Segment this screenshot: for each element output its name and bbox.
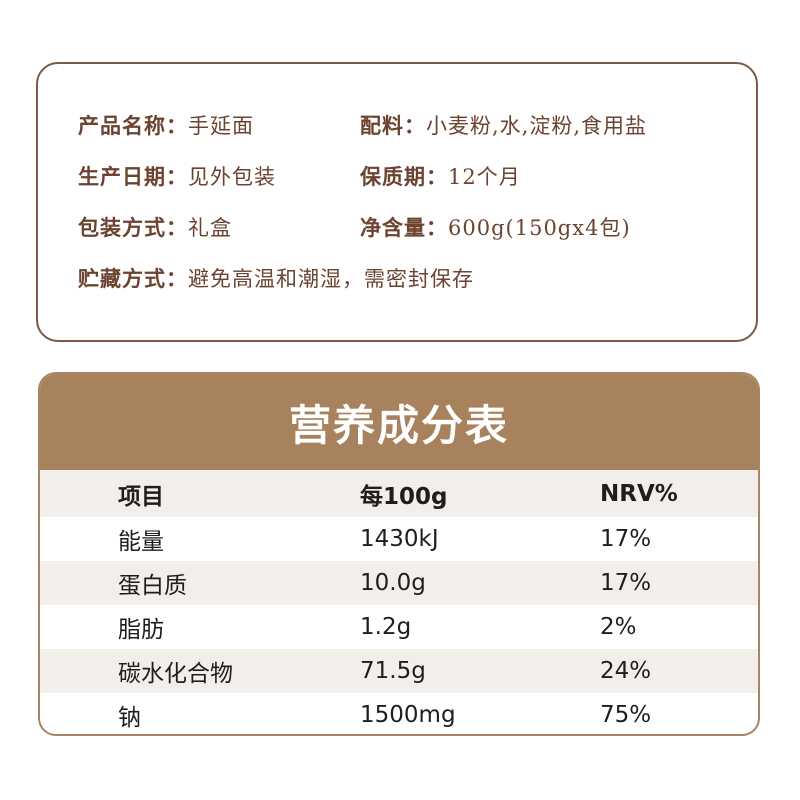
column-header-per100g: 每100g xyxy=(360,483,448,510)
nutrition-header: 营养成分表 xyxy=(40,374,758,470)
nutrient-name: 脂肪 xyxy=(118,617,164,643)
table-row: 蛋白质 10.0g 17% xyxy=(40,561,758,605)
nutrient-amount: 10.0g xyxy=(360,570,426,596)
nutrient-nrv: 2% xyxy=(600,614,637,640)
nutrient-nrv: 75% xyxy=(600,702,652,728)
column-header-nrv: NRV% xyxy=(600,480,678,507)
info-label: 净含量： xyxy=(360,215,448,240)
info-ingredients: 配料：小麦粉,水,淀粉,食用盐 xyxy=(360,110,647,140)
info-label: 贮藏方式： xyxy=(78,266,188,291)
info-label: 产品名称： xyxy=(78,113,188,138)
info-value: 手延面 xyxy=(188,114,254,138)
table-row: 碳水化合物 71.5g 24% xyxy=(40,649,758,693)
info-label: 配料： xyxy=(360,113,426,138)
info-product-name: 产品名称：手延面 xyxy=(78,110,254,140)
info-production-date: 生产日期：见外包装 xyxy=(78,161,276,191)
info-value: 12个月 xyxy=(448,165,521,189)
nutrient-amount: 1430kJ xyxy=(360,526,439,552)
info-packaging: 包装方式：礼盒 xyxy=(78,212,232,242)
product-info-card: 产品名称：手延面 配料：小麦粉,水,淀粉,食用盐 生产日期：见外包装 保质期：1… xyxy=(36,62,758,342)
nutrient-name: 钠 xyxy=(118,705,141,731)
table-row: 能量 1430kJ 17% xyxy=(40,517,758,561)
nutrient-name: 能量 xyxy=(118,529,164,555)
info-label: 包装方式： xyxy=(78,215,188,240)
table-row: 脂肪 1.2g 2% xyxy=(40,605,758,649)
nutrient-nrv: 17% xyxy=(600,570,652,596)
nutrient-amount: 71.5g xyxy=(360,658,426,684)
info-value: 见外包装 xyxy=(188,165,276,189)
nutrition-table-card: 营养成分表 项目 每100g NRV% 能量 1430kJ 17% 蛋白质 10… xyxy=(38,372,760,736)
info-shelf-life: 保质期：12个月 xyxy=(360,161,521,191)
info-value: 600g(150gx4包) xyxy=(448,216,631,240)
info-storage: 贮藏方式：避免高温和潮湿，需密封保存 xyxy=(78,263,474,293)
nutrient-amount: 1500mg xyxy=(360,702,456,728)
nutrient-amount: 1.2g xyxy=(360,614,412,640)
table-row: 钠 1500mg 75% xyxy=(40,693,758,734)
info-label: 保质期： xyxy=(360,164,448,189)
nutrient-name: 蛋白质 xyxy=(118,573,187,599)
nutrient-name: 碳水化合物 xyxy=(118,661,233,687)
nutrient-nrv: 17% xyxy=(600,526,652,552)
nutrient-nrv: 24% xyxy=(600,658,652,684)
info-value: 礼盒 xyxy=(188,216,232,240)
info-label: 生产日期： xyxy=(78,164,188,189)
info-value: 避免高温和潮湿，需密封保存 xyxy=(188,267,474,291)
info-net-content: 净含量：600g(150gx4包) xyxy=(360,212,631,242)
table-header-row: 项目 每100g NRV% xyxy=(40,470,758,517)
column-header-item: 项目 xyxy=(118,483,164,510)
info-value: 小麦粉,水,淀粉,食用盐 xyxy=(426,114,648,138)
nutrition-title: 营养成分表 xyxy=(288,400,509,450)
